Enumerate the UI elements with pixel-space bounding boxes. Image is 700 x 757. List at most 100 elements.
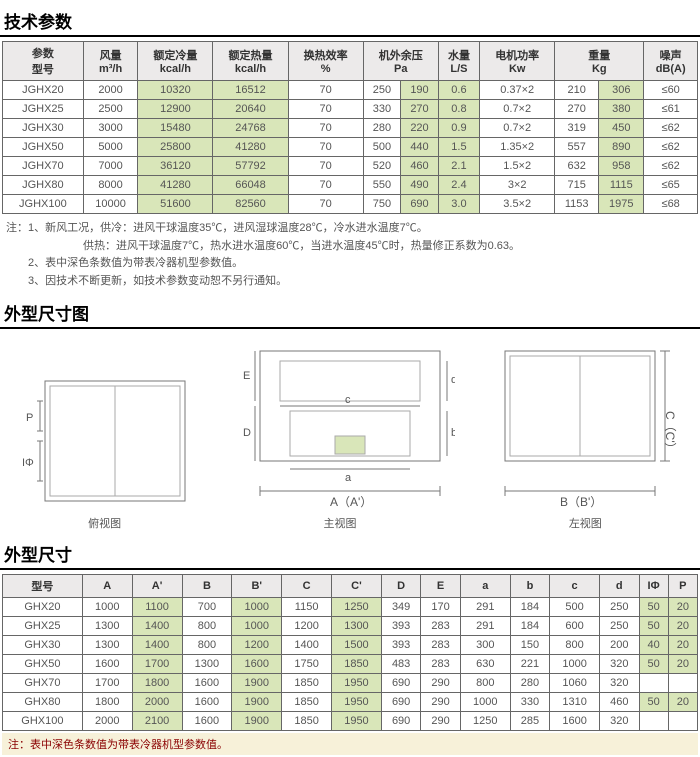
- table-cell: ≤60: [644, 81, 698, 100]
- table-cell: 283: [421, 617, 460, 636]
- spec-h10: 噪声 dB(A): [644, 42, 698, 81]
- table-cell: 1600: [82, 655, 132, 674]
- dim-Iphi: IΦ: [22, 457, 34, 469]
- table-cell: 1900: [232, 674, 282, 693]
- dim-header: 型号: [3, 575, 83, 598]
- table-cell: 0.37×2: [480, 81, 555, 100]
- dim-header: C': [332, 575, 382, 598]
- table-row: GHX1002000210016001900185019506902901250…: [3, 712, 698, 731]
- table-cell: GHX50: [3, 655, 83, 674]
- table-cell: 800: [550, 636, 600, 655]
- table-cell: 1.5: [438, 138, 479, 157]
- table-cell: 270: [401, 100, 439, 119]
- table-cell: GHX100: [3, 712, 83, 731]
- table-cell: 51600: [138, 195, 213, 214]
- table-cell: 320: [600, 674, 639, 693]
- table-cell: 70: [288, 138, 363, 157]
- table-cell: 890: [599, 138, 644, 157]
- table-row: GHX7017001800160019001850195069029080028…: [3, 674, 698, 693]
- table-cell: 2000: [83, 81, 138, 100]
- diagram-left: C（C'） B（B'） 左视图: [490, 341, 680, 531]
- table-cell: 1300: [182, 655, 232, 674]
- table-cell: 2.1: [438, 157, 479, 176]
- svg-text:a: a: [345, 472, 352, 484]
- dim-header: a: [460, 575, 510, 598]
- table-cell: 1850: [282, 674, 332, 693]
- table-cell: 1400: [282, 636, 332, 655]
- table-cell: 1200: [232, 636, 282, 655]
- table-cell: [668, 674, 697, 693]
- table-cell: 170: [421, 598, 460, 617]
- table-cell: 184: [510, 598, 549, 617]
- table-cell: 20: [668, 598, 697, 617]
- table-cell: 41280: [138, 176, 213, 195]
- table-cell: 221: [510, 655, 549, 674]
- table-cell: 349: [381, 598, 420, 617]
- dim-B: B（B'）: [560, 495, 602, 509]
- dim-header: A': [132, 575, 182, 598]
- dim-header: IΦ: [639, 575, 668, 598]
- table-cell: 2000: [82, 712, 132, 731]
- table-cell: 690: [381, 674, 420, 693]
- table-cell: 520: [363, 157, 401, 176]
- table-cell: 800: [460, 674, 510, 693]
- table-cell: 1000: [232, 617, 282, 636]
- table-cell: 184: [510, 617, 549, 636]
- table-cell: 320: [600, 655, 639, 674]
- diagram-left-svg: C（C'） B（B'）: [490, 341, 680, 511]
- table-cell: 600: [550, 617, 600, 636]
- table-cell: 291: [460, 598, 510, 617]
- spec-h5: 换热效率 %: [288, 42, 363, 81]
- diagram-front: c a A（A'） E D d b 主视图: [225, 341, 455, 531]
- table-cell: 1600: [232, 655, 282, 674]
- table-cell: 1115: [599, 176, 644, 195]
- table-cell: 70: [288, 195, 363, 214]
- table-cell: 8000: [83, 176, 138, 195]
- table-cell: 319: [555, 119, 599, 138]
- dim-header: C: [282, 575, 332, 598]
- table-cell: 1153: [555, 195, 599, 214]
- table-cell: 715: [555, 176, 599, 195]
- svg-text:E: E: [243, 370, 250, 382]
- table-cell: 1000: [82, 598, 132, 617]
- table-cell: 280: [363, 119, 401, 138]
- table-cell: 283: [421, 655, 460, 674]
- table-cell: 1300: [332, 617, 382, 636]
- table-row: JGHX100100005160082560707506903.03.5×211…: [3, 195, 698, 214]
- table-cell: ≤62: [644, 157, 698, 176]
- table-cell: 630: [460, 655, 510, 674]
- table-cell: 0.6: [438, 81, 479, 100]
- spec-h4: 额定热量 kcal/h: [213, 42, 288, 81]
- table-cell: 220: [401, 119, 439, 138]
- dim-header: E: [421, 575, 460, 598]
- table-cell: 0.9: [438, 119, 479, 138]
- table-cell: 1600: [182, 712, 232, 731]
- table-row: JGHX2525001290020640703302700.80.7×22703…: [3, 100, 698, 119]
- table-row: JGHX5050002580041280705004401.51.35×2557…: [3, 138, 698, 157]
- svg-text:D: D: [243, 427, 251, 439]
- table-cell: 1950: [332, 712, 382, 731]
- table-cell: 800: [182, 617, 232, 636]
- dim-C: C（C'）: [663, 411, 677, 455]
- table-cell: 320: [600, 712, 639, 731]
- table-cell: 12900: [138, 100, 213, 119]
- dim-A: A（A'）: [330, 495, 372, 509]
- svg-text:c: c: [345, 394, 351, 406]
- table-cell: 750: [363, 195, 401, 214]
- table-cell: 500: [550, 598, 600, 617]
- table-cell: [668, 712, 697, 731]
- svg-text:d: d: [451, 374, 455, 386]
- table-cell: JGHX80: [3, 176, 84, 195]
- table-cell: 300: [460, 636, 510, 655]
- table-row: JGHX8080004128066048705504902.43×2715111…: [3, 176, 698, 195]
- table-cell: JGHX25: [3, 100, 84, 119]
- table-cell: 70: [288, 119, 363, 138]
- table-cell: 2500: [83, 100, 138, 119]
- table-cell: 550: [363, 176, 401, 195]
- table-cell: 1950: [332, 674, 382, 693]
- table-cell: 1500: [332, 636, 382, 655]
- table-cell: 16512: [213, 81, 288, 100]
- spec-notes: 注：1、新风工况，供冷：进风干球温度35℃，进风湿球温度28℃，冷水进水温度7℃…: [0, 214, 700, 292]
- diagram-top: P IΦ 俯视图: [20, 371, 190, 531]
- dim-header: B: [182, 575, 232, 598]
